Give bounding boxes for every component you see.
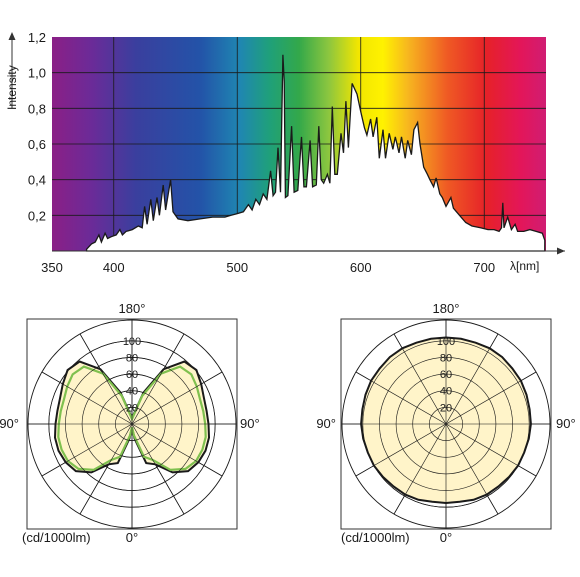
spectrum-x-tick-label: 400 [103, 260, 125, 275]
spectrum-y-tick-label: 0,4 [28, 173, 46, 188]
polar-right-label-right: 90° [556, 416, 576, 431]
polar-left-ring-labels: 20 40 60 80 100 [123, 336, 141, 415]
polar-ring-label: 80 [126, 352, 138, 364]
polar-ring-overlay [115, 407, 149, 441]
polar-ring-overlay [65, 357, 199, 491]
polar-ring-label: 20 [126, 402, 138, 414]
polar-ring-overlay [395, 373, 497, 475]
polar-diagram-right: 20 40 60 80 100 180° 90° 90° 0° (cd/1000lm) [316, 301, 575, 545]
spectrum-chart: 0,2 0,4 0,6 0,8 1,0 1,2 350 400 500 600 700 λ[nm]… [5, 30, 565, 275]
polar-right-ring-labels: 20 40 60 80 100 [437, 336, 455, 415]
spectrum-y-tick-label: 1,0 [28, 66, 46, 81]
polar-spoke-overlay [41, 371, 133, 425]
polar-left-label-bottom: 0° [126, 530, 138, 545]
polar-left-frame [26, 318, 238, 530]
polar-spoke-overlay [131, 371, 223, 425]
polar-left-label-right: 90° [240, 416, 260, 431]
polar-spoke-overlay [79, 333, 133, 425]
polar-spoke-overlay [393, 423, 447, 515]
polar-ring-label: 60 [440, 369, 452, 381]
polar-left-curves [28, 320, 236, 528]
polar-spoke-overlay [131, 333, 185, 425]
spectrum-y-tick-label: 0,6 [28, 137, 46, 152]
polar-left-label-top: 180° [119, 301, 146, 316]
y-axis-arrow [8, 32, 16, 40]
spectrum-x-tick-label: 350 [41, 260, 63, 275]
polar-right-label-left: 90° [316, 416, 336, 431]
polar-spoke-overlay [393, 333, 447, 425]
polar-spoke-overlay [445, 333, 499, 425]
polar-ring-label: 100 [123, 336, 141, 348]
polar-ring-label: 80 [440, 352, 452, 364]
spectrum-x-tick-label: 500 [226, 260, 248, 275]
polar-ring-overlay [81, 373, 183, 475]
polar-ring-overlay [362, 340, 530, 508]
polar-left-unit: (cd/1000lm) [22, 530, 91, 545]
polar-spoke-overlay [41, 423, 133, 477]
polar-ring-label: 60 [126, 369, 138, 381]
spectrum-y-tick-label: 0,2 [28, 208, 46, 223]
polar-ring-overlay [48, 340, 216, 508]
x-axis-label: λ[nm] [510, 259, 539, 273]
polar-right-frame [340, 318, 552, 530]
polar-diagram-left: 20 40 60 80 100 180° 90° 90° 0° (cd/1000lm) [0, 301, 260, 545]
polar-spoke-overlay [355, 423, 447, 477]
spectrum-y-ticks: 0,2 0,4 0,6 0,8 1,0 1,2 [28, 30, 46, 223]
polar-right-label-top: 180° [433, 301, 460, 316]
polar-left-label-left: 90° [0, 416, 19, 431]
polar-ring-label: 40 [126, 386, 138, 398]
polar-spoke-overlay [131, 423, 223, 477]
polar-spoke-overlay [79, 423, 133, 515]
polar-ring-label: 100 [437, 336, 455, 348]
polar-right-label-bottom: 0° [440, 530, 452, 545]
spectrum-x-ticks: 350 400 500 600 700 [41, 260, 495, 275]
polar-spoke-overlay [445, 423, 537, 477]
y-axis-label: Intensity [5, 65, 19, 110]
polar-spoke-overlay [445, 371, 537, 425]
polar-ring-overlay [379, 357, 513, 491]
polar-right-unit: (cd/1000lm) [341, 530, 410, 545]
spectrum-x-tick-label: 600 [350, 260, 372, 275]
polar-ring-label: 20 [440, 402, 452, 414]
spectrum-y-tick-label: 1,2 [28, 30, 46, 45]
polar-ring-label: 40 [440, 386, 452, 398]
polar-ring-overlay [412, 390, 480, 458]
polar-ring-overlay [98, 390, 166, 458]
spectrum-x-tick-label: 700 [473, 260, 495, 275]
polar-spoke-overlay [355, 371, 447, 425]
spectrum-y-tick-label: 0,8 [28, 101, 46, 116]
polar-ring-overlay [429, 407, 463, 441]
spectrum-curve [85, 54, 546, 252]
polar-spoke-overlay [445, 423, 499, 515]
x-axis-arrow [557, 247, 565, 255]
polar-right-curves [342, 320, 550, 528]
polar-spoke-overlay [131, 423, 185, 515]
